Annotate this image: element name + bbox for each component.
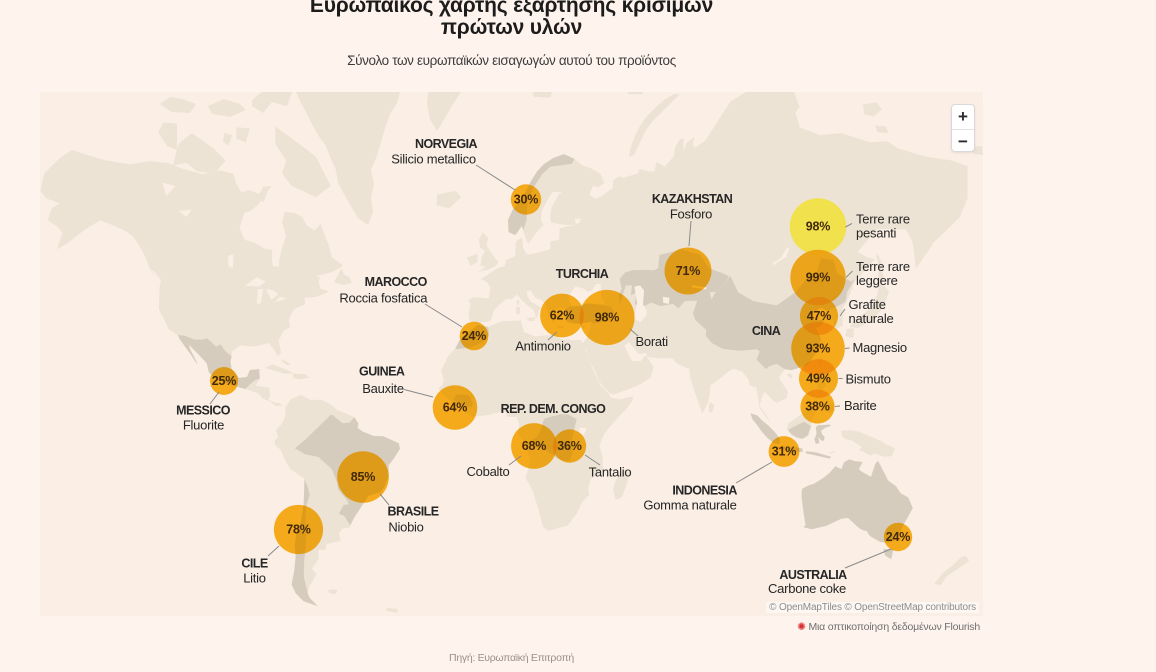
svg-text:62%: 62% — [550, 309, 575, 323]
svg-text:Carbone coke: Carbone coke — [768, 581, 846, 596]
svg-text:CILE: CILE — [241, 557, 267, 571]
svg-text:pesanti: pesanti — [856, 226, 897, 241]
svg-text:Terre rare: Terre rare — [856, 259, 910, 274]
svg-text:64%: 64% — [443, 401, 468, 415]
svg-text:Barite: Barite — [844, 398, 876, 413]
svg-text:24%: 24% — [462, 329, 487, 343]
svg-text:36%: 36% — [557, 439, 582, 453]
svg-text:INDONESIA: INDONESIA — [672, 484, 737, 498]
svg-text:98%: 98% — [806, 220, 831, 234]
svg-text:30%: 30% — [514, 193, 539, 207]
svg-text:Magnesio: Magnesio — [853, 340, 907, 355]
svg-text:BRASILE: BRASILE — [387, 505, 438, 519]
svg-text:99%: 99% — [806, 271, 831, 285]
svg-text:Borati: Borati — [635, 334, 668, 349]
svg-text:47%: 47% — [807, 309, 832, 323]
svg-text:Cobalto: Cobalto — [466, 464, 509, 479]
svg-text:MAROCCO: MAROCCO — [365, 275, 428, 289]
svg-text:Antimonio: Antimonio — [515, 339, 571, 354]
svg-text:CINA: CINA — [752, 324, 781, 338]
svg-text:leggere: leggere — [856, 273, 898, 288]
svg-text:Fosforo: Fosforo — [670, 207, 712, 222]
svg-text:AUSTRALIA: AUSTRALIA — [779, 568, 847, 582]
svg-text:49%: 49% — [806, 372, 831, 386]
svg-text:31%: 31% — [772, 445, 797, 459]
svg-text:Grafite: Grafite — [849, 297, 886, 312]
svg-text:GUINEA: GUINEA — [359, 365, 405, 379]
svg-text:78%: 78% — [286, 523, 311, 537]
svg-text:MESSICO: MESSICO — [176, 404, 231, 418]
svg-text:Niobio: Niobio — [388, 520, 423, 535]
svg-text:25%: 25% — [212, 374, 237, 388]
svg-text:Litio: Litio — [243, 571, 266, 586]
svg-text:Terre rare: Terre rare — [856, 212, 910, 227]
svg-text:68%: 68% — [522, 439, 547, 453]
svg-text:38%: 38% — [805, 400, 830, 414]
svg-text:Bismuto: Bismuto — [846, 372, 891, 387]
svg-text:85%: 85% — [351, 470, 376, 484]
svg-text:71%: 71% — [676, 264, 701, 278]
svg-text:naturale: naturale — [849, 311, 894, 326]
svg-text:TURCHIA: TURCHIA — [556, 267, 609, 281]
svg-text:24%: 24% — [886, 530, 911, 544]
svg-text:Bauxite: Bauxite — [362, 381, 404, 396]
svg-text:REP. DEM. CONGO: REP. DEM. CONGO — [501, 402, 607, 416]
svg-text:Fluorite: Fluorite — [183, 418, 224, 433]
svg-text:93%: 93% — [806, 342, 831, 356]
svg-text:Roccia fosfatica: Roccia fosfatica — [339, 290, 428, 305]
svg-text:Silicio metallico: Silicio metallico — [391, 152, 476, 167]
svg-text:98%: 98% — [595, 311, 620, 325]
svg-text:Gomma naturale: Gomma naturale — [643, 498, 736, 513]
svg-text:Tantalio: Tantalio — [589, 465, 632, 480]
svg-text:KAZAKHSTAN: KAZAKHSTAN — [652, 192, 733, 206]
svg-text:NORVEGIA: NORVEGIA — [415, 137, 478, 151]
